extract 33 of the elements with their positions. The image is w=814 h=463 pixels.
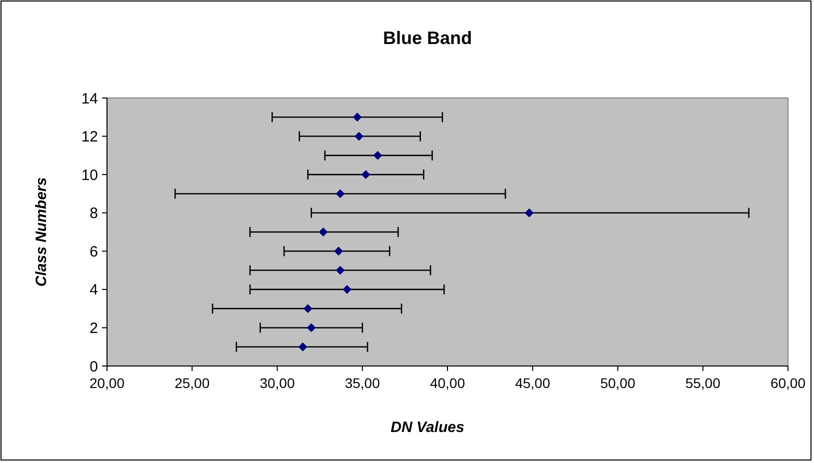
y-tick-label: 14 xyxy=(81,90,98,108)
x-tick-label: 50,00 xyxy=(600,375,636,391)
point xyxy=(352,112,362,122)
point xyxy=(298,342,308,352)
x-tick-label: 40,00 xyxy=(430,375,466,391)
x-axis-title: DN Values xyxy=(390,419,464,436)
point xyxy=(318,228,328,236)
point xyxy=(336,266,345,275)
point xyxy=(334,246,344,256)
y-tick-label: 4 xyxy=(90,282,98,299)
point xyxy=(342,284,352,294)
point xyxy=(373,150,382,160)
x-tick-label: 60,00 xyxy=(770,375,806,391)
x-tick-label: 20,00 xyxy=(89,375,125,391)
point xyxy=(306,323,316,332)
x-tick-label: 55,00 xyxy=(685,375,721,391)
x-tick-label: 25,00 xyxy=(174,375,210,391)
x-tick-label: 35,00 xyxy=(344,375,380,391)
y-tick-label: 12 xyxy=(81,128,98,146)
y-tick-label: 2 xyxy=(90,320,98,337)
x-tick-label: 30,00 xyxy=(260,375,295,391)
chart-title: Blue Band xyxy=(382,28,472,48)
y-tick-label: 8 xyxy=(90,205,98,222)
point xyxy=(354,132,364,141)
point xyxy=(336,189,345,198)
y-tick-label: 0 xyxy=(90,358,98,376)
y-tick-label: 6 xyxy=(90,243,98,260)
point xyxy=(303,304,312,314)
point xyxy=(524,208,534,218)
y-axis-title: Class Numbers xyxy=(33,177,50,287)
y-tick-label: 10 xyxy=(81,166,98,184)
point xyxy=(361,170,370,180)
x-tick-label: 45,00 xyxy=(515,375,550,391)
